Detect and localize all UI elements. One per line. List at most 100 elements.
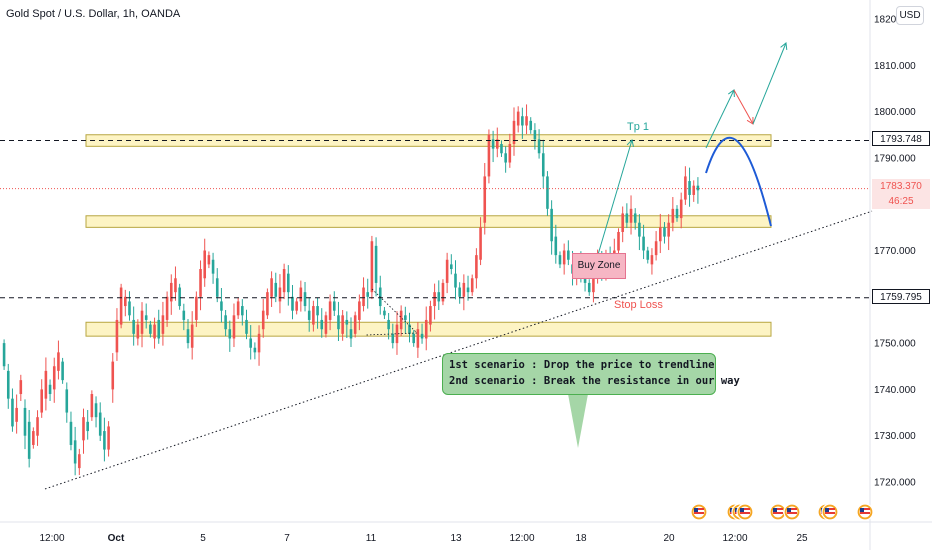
candle-body [211,259,215,274]
y-tick-label: 1730.000 [874,431,916,442]
candle-body [23,407,27,436]
candle-body [220,301,223,311]
candle-body [383,310,386,316]
candle-body [144,315,148,320]
candle-body [199,269,202,297]
candle-body [257,333,261,353]
stop-price-label: 1759.795 [872,289,930,304]
candle-body [562,250,566,265]
x-tick-label: 11 [366,533,377,544]
us-flag-icon [783,503,801,521]
flag-stripe [694,508,704,510]
trendline[interactable] [44,210,873,490]
last-price-label: 1783.370 [872,179,930,194]
projection-arrow-down [733,89,754,125]
tp1-price-label: 1793.748 [872,131,930,146]
x-tick-label: 12:00 [722,533,747,544]
candle-body [128,301,131,316]
us-flag-icon [856,503,874,521]
levels [0,140,870,299]
flag-canton [740,508,744,512]
candle-body [153,324,156,339]
candle-body [94,403,98,418]
flag-stripe [860,512,870,514]
y-tick-label: 1740.000 [874,385,916,396]
candle-body [424,319,428,339]
x-tick-label: 12:00 [509,533,534,544]
currency-button[interactable]: USD [896,6,924,25]
y-tick-label: 1720.000 [874,478,916,489]
candle-body [11,398,14,427]
us-flag-icon [736,503,754,521]
candle-body [44,370,48,399]
us-flag-icon [690,503,708,521]
candle-body [132,319,135,334]
candle-body [136,324,140,339]
candle-body [161,315,165,334]
stop-loss-label: Stop Loss [614,299,663,311]
candles [2,104,700,476]
candle-body [629,208,633,223]
candle-body [174,278,177,293]
y-tick-label: 1800.000 [874,107,916,118]
x-tick-label: 25 [796,533,808,544]
candle-body [567,250,570,260]
candle-body [483,176,487,223]
candle-body [69,421,73,445]
candle-body [516,111,520,126]
candle-body [525,116,528,126]
candle-body [646,250,650,260]
candle-body [337,315,340,330]
trendline-line[interactable] [44,210,873,490]
candle-body [6,370,10,399]
candle-body [65,389,69,413]
candle-body [416,329,420,348]
y-tick-label: 1810.000 [874,61,916,72]
candle-body [366,292,370,297]
candle-body [533,130,537,140]
candle-body [157,319,161,339]
candle-body [387,319,390,330]
flag-stripe [740,512,750,514]
candle-body [40,389,44,413]
us-flag-icon [821,503,839,521]
candle-body [679,199,683,219]
candle-body [165,296,169,320]
candle-body [291,296,294,311]
candle-body [437,292,441,302]
callout-tail [568,394,588,448]
candle-body [408,324,411,334]
candle-body [19,380,23,395]
zones [85,134,772,337]
candle-body [236,301,240,316]
candle-body [663,227,666,237]
price-axis[interactable]: 1720.0001730.0001740.0001750.0001760.000… [874,15,916,489]
candle-body [491,139,495,149]
candle-body [324,315,328,334]
candle-body [537,139,541,154]
candle-body [253,347,257,353]
candle-body [195,296,198,320]
candle-body [119,287,123,325]
candle-body [420,333,424,339]
flag-canton [825,508,829,512]
candle-body [332,301,336,311]
candle-body [232,315,236,339]
candle-body [429,306,432,325]
candle-body [341,315,344,334]
candle-body [592,278,595,293]
candle-body [86,421,89,432]
candle-body [27,421,31,459]
y-tick-label: 1750.000 [874,339,916,350]
candle-body [307,310,311,320]
time-axis[interactable]: 12:00 Oct 5 7 11 13 12:00 18 20 12:00 25 [39,533,808,544]
candle-body [32,431,35,445]
candle-body [61,361,64,381]
y-tick-label: 1770.000 [874,246,916,257]
candle-body [169,282,173,302]
candle-body [521,116,524,126]
candle-body [412,333,415,344]
candle-body [650,255,654,265]
candle-body [328,301,332,320]
